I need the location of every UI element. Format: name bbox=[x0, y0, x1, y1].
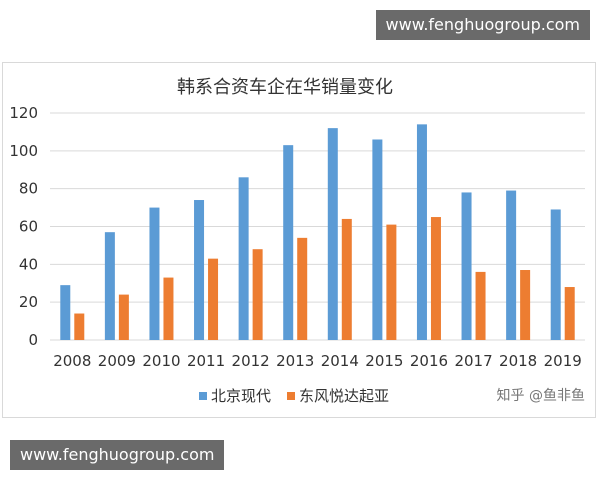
bar bbox=[60, 285, 71, 340]
bar bbox=[416, 124, 427, 340]
x-tick-label: 2013 bbox=[276, 352, 314, 370]
bar bbox=[372, 139, 383, 340]
bar bbox=[208, 258, 219, 340]
bar bbox=[252, 249, 263, 340]
chart-title: 韩系合资车企在华销量变化 bbox=[177, 77, 393, 98]
legend-swatch bbox=[199, 392, 207, 400]
x-tick-label: 2012 bbox=[232, 352, 270, 370]
x-tick-label: 2016 bbox=[410, 352, 448, 370]
bar bbox=[149, 207, 160, 340]
legend-label: 东风悦达起亚 bbox=[299, 387, 389, 405]
bar bbox=[341, 218, 352, 340]
legend-swatch bbox=[287, 392, 295, 400]
bar bbox=[564, 287, 575, 340]
bar bbox=[163, 277, 174, 340]
bar bbox=[297, 237, 308, 340]
y-tick-label: 0 bbox=[28, 331, 38, 349]
bar bbox=[74, 313, 85, 340]
bar bbox=[327, 128, 338, 340]
bar bbox=[430, 217, 441, 340]
bar bbox=[386, 224, 397, 340]
watermark-bottom: www.fenghuogroup.com bbox=[10, 440, 225, 470]
y-tick-label: 100 bbox=[9, 142, 38, 160]
x-tick-label: 2011 bbox=[187, 352, 225, 370]
bar bbox=[283, 145, 294, 340]
y-tick-label: 120 bbox=[9, 104, 38, 122]
bar bbox=[461, 192, 472, 340]
bars bbox=[60, 124, 575, 340]
bar bbox=[104, 232, 115, 340]
legend-label: 北京现代 bbox=[211, 387, 271, 405]
bar bbox=[550, 209, 561, 340]
y-tick-label: 60 bbox=[19, 218, 38, 236]
x-tick-label: 2010 bbox=[142, 352, 180, 370]
y-tick-label: 40 bbox=[19, 255, 38, 273]
bar bbox=[520, 270, 531, 340]
x-tick-label: 2008 bbox=[53, 352, 91, 370]
legend: 北京现代 东风悦达起亚 bbox=[199, 387, 389, 405]
bar bbox=[238, 177, 249, 340]
bar bbox=[506, 190, 517, 340]
x-tick-label: 2009 bbox=[98, 352, 136, 370]
x-tick-label: 2018 bbox=[499, 352, 537, 370]
y-axis: 0 20 40 60 80 100 120 bbox=[9, 104, 38, 349]
x-tick-label: 2014 bbox=[321, 352, 359, 370]
watermark-top: www.fenghuogroup.com bbox=[375, 10, 590, 40]
y-tick-label: 80 bbox=[19, 180, 38, 198]
y-tick-label: 20 bbox=[19, 293, 38, 311]
x-tick-label: 2019 bbox=[544, 352, 582, 370]
credit-text: 知乎 @鱼非鱼 bbox=[497, 387, 585, 404]
bar bbox=[194, 200, 205, 340]
bar bbox=[118, 294, 129, 340]
bar bbox=[475, 271, 486, 340]
x-axis: 2008 2009 2010 2011 2012 2013 2014 2015 2016 2017… bbox=[53, 352, 582, 370]
x-tick-label: 2017 bbox=[454, 352, 492, 370]
grid-lines bbox=[50, 112, 585, 341]
x-tick-label: 2015 bbox=[365, 352, 403, 370]
